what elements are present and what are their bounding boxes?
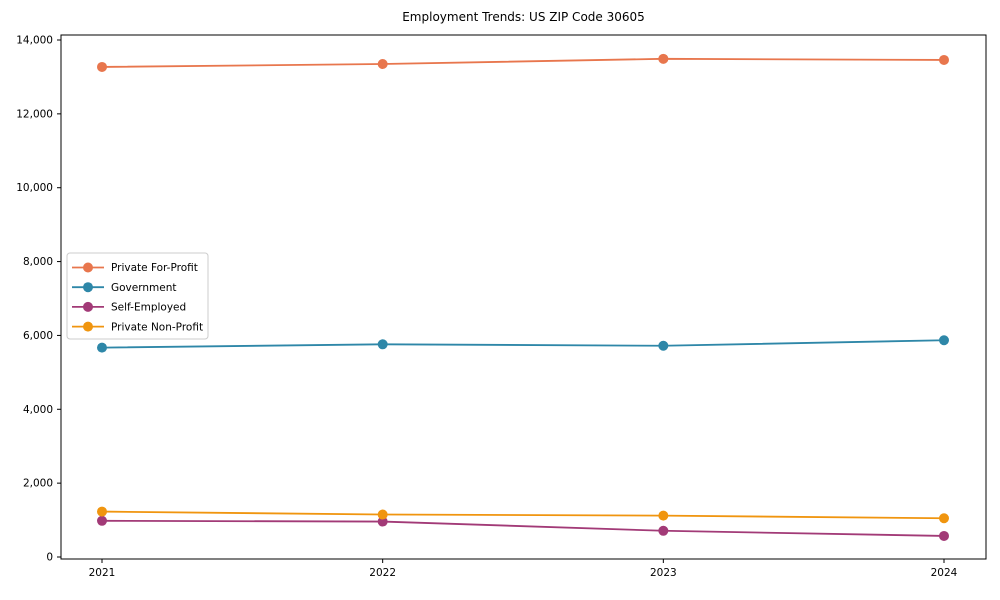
data-point-government-2022	[377, 339, 388, 350]
data-point-self-employed-2023	[658, 525, 669, 536]
y-tick-label: 8,000	[23, 256, 53, 268]
data-point-private-for-profit-2023	[658, 53, 669, 64]
y-axis: 0 2,000 4,000 6,000 8,000 10,000 12,000 14,000	[16, 35, 61, 564]
legend-marker	[83, 301, 93, 312]
chart-title: Employment Trends: US ZIP Code 30605	[402, 10, 645, 24]
data-point-private-non-profit-2022	[377, 509, 388, 520]
legend-label: Self-Employed	[111, 302, 186, 314]
legend-label: Private For-Profit	[111, 262, 198, 274]
y-tick-label: 4,000	[23, 404, 53, 416]
x-tick-label: 2022	[369, 567, 396, 579]
series-line	[101, 57, 945, 68]
legend-entry-self-employed: Self-Employed	[72, 302, 186, 314]
y-tick-label: 2,000	[23, 478, 53, 490]
legend-marker	[83, 321, 93, 332]
x-tick-label: 2023	[650, 567, 677, 579]
legend-marker	[83, 262, 93, 273]
data-point-private-for-profit-2022	[377, 59, 388, 70]
series-private-for-profit	[97, 53, 949, 72]
legend-box	[66, 252, 209, 340]
data-point-private-non-profit-2021	[97, 506, 107, 517]
x-axis: 2021 2022 2023 2024	[89, 559, 958, 579]
data-point-government-2021	[97, 342, 107, 353]
x-tick-label: 2021	[89, 567, 116, 579]
legend-label: Private Non-Profit	[111, 321, 203, 333]
data-point-self-employed-2022	[377, 516, 388, 527]
legend-entry-government: Government	[72, 282, 176, 294]
series-government	[97, 335, 949, 353]
data-point-private-non-profit-2024	[939, 513, 949, 524]
legend-entry-private-non-profit: Private Non-Profit	[72, 321, 203, 333]
legend-entry-private-for-profit: Private For-Profit	[72, 262, 198, 274]
data-point-government-2023	[658, 340, 669, 351]
plot-border	[60, 34, 987, 560]
x-tick-label: 2024	[931, 567, 958, 579]
data-point-government-2024	[939, 335, 949, 346]
series-private-non-profit	[97, 506, 949, 524]
legend-label: Government	[111, 282, 176, 294]
series-line	[101, 339, 945, 349]
legend: Private For-Profit Government Self-Employe…	[66, 252, 209, 340]
y-tick-label: 0	[46, 552, 53, 564]
series-self-employed	[97, 515, 949, 541]
series-line	[101, 510, 945, 520]
legend-marker	[83, 282, 93, 293]
data-point-self-employed-2024	[939, 530, 949, 541]
series-line	[101, 519, 945, 537]
data-point-private-for-profit-2021	[97, 61, 107, 72]
data-point-self-employed-2021	[97, 515, 107, 526]
y-tick-label: 14,000	[16, 35, 53, 47]
y-tick-label: 12,000	[16, 108, 53, 120]
y-tick-label: 6,000	[23, 330, 53, 342]
data-point-private-for-profit-2024	[939, 54, 949, 65]
data-point-private-non-profit-2023	[658, 510, 669, 521]
y-tick-label: 10,000	[16, 182, 53, 194]
